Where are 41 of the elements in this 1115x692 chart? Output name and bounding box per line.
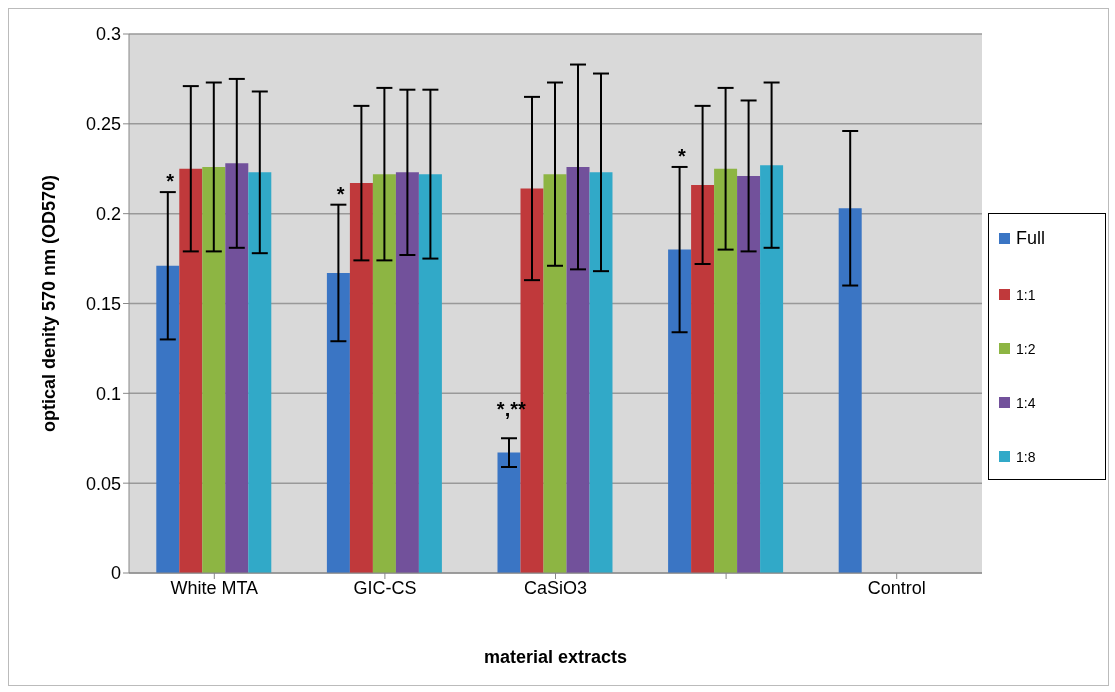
bar — [737, 175, 761, 573]
bar — [225, 163, 249, 573]
bar — [543, 174, 567, 573]
bar — [760, 165, 784, 573]
annotation: * — [166, 170, 175, 193]
annotation: * — [336, 182, 345, 205]
legend-label: 1:2 — [1016, 340, 1036, 357]
bar — [589, 172, 613, 573]
legend-label: 1:8 — [1016, 448, 1036, 465]
bar — [566, 166, 590, 573]
bar — [326, 272, 350, 573]
annotation: * — [678, 144, 686, 167]
legend-label: Full — [1016, 227, 1046, 249]
x-tick-label: Control — [867, 577, 926, 598]
y-tick-label: 0.05 — [85, 473, 121, 494]
bar — [395, 172, 419, 573]
x-tick-label: CaSiO3 — [523, 577, 588, 598]
y-tick-label: 0.15 — [85, 293, 121, 314]
bar — [248, 172, 272, 573]
x-tick-label: White MTA — [170, 577, 259, 598]
bar — [838, 208, 862, 573]
y-tick-label: 0.1 — [95, 383, 121, 404]
legend-label: 1:1 — [1016, 286, 1036, 303]
y-tick-label: 0 — [110, 563, 121, 584]
x-axis-title: material extracts — [483, 647, 628, 667]
x-tick-label: GIC-CS — [353, 577, 417, 598]
bar — [179, 168, 203, 573]
bar — [372, 174, 396, 573]
bar — [202, 166, 226, 573]
y-tick-label: 0.2 — [95, 204, 121, 225]
bar — [418, 174, 442, 573]
y-tick-label: 0.25 — [85, 114, 121, 135]
bar — [497, 452, 521, 573]
bar — [668, 249, 692, 573]
y-axis-title: optical denity 570 nm (OD570) — [39, 174, 60, 433]
legend-label: 1:4 — [1016, 394, 1036, 411]
bar — [349, 183, 373, 573]
bar — [156, 265, 180, 573]
bar — [714, 168, 738, 573]
bar — [691, 184, 715, 573]
y-tick-label: 0.3 — [95, 24, 121, 45]
